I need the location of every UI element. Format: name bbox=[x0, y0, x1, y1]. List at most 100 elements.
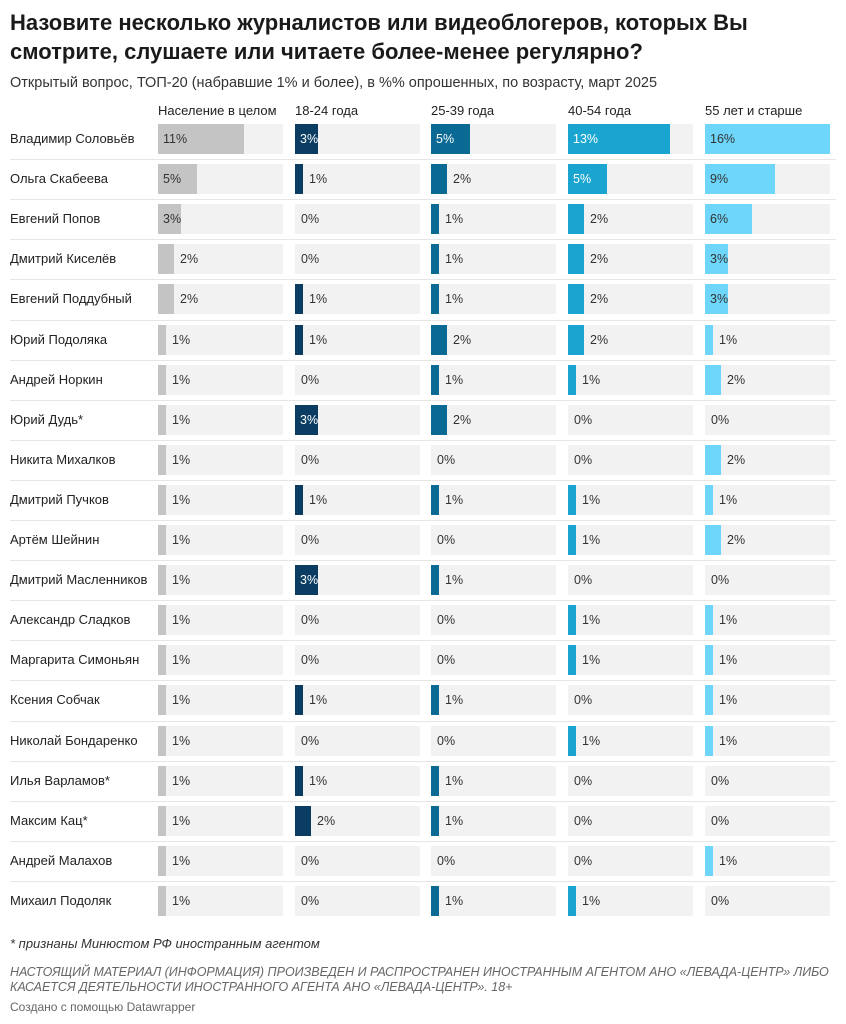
bar-track: 6% bbox=[705, 204, 830, 234]
data-label: 1% bbox=[309, 172, 328, 186]
bar bbox=[705, 124, 830, 154]
data-label: 1% bbox=[172, 774, 191, 788]
data-label: 5% bbox=[163, 172, 182, 186]
bar-track: 0% bbox=[568, 445, 693, 475]
data-label: 3% bbox=[300, 573, 319, 587]
data-label: 2% bbox=[317, 814, 336, 828]
data-label: 1% bbox=[445, 252, 464, 266]
data-label: 2% bbox=[590, 212, 609, 226]
bar bbox=[158, 325, 166, 355]
bar-track: 0% bbox=[295, 846, 420, 876]
bar-track: 1% bbox=[431, 886, 556, 916]
bar-track: 0% bbox=[705, 405, 830, 435]
bar bbox=[705, 244, 728, 274]
bar-track: 0% bbox=[295, 365, 420, 395]
bar-track: 1% bbox=[568, 886, 693, 916]
bar bbox=[568, 325, 584, 355]
bar-track: 1% bbox=[568, 645, 693, 675]
data-label: 9% bbox=[710, 172, 729, 186]
bar-track: 0% bbox=[568, 846, 693, 876]
bar-track: 2% bbox=[431, 164, 556, 194]
bar-track: 1% bbox=[431, 766, 556, 796]
bar-track: 2% bbox=[705, 445, 830, 475]
bar-track: 0% bbox=[568, 806, 693, 836]
data-label: 1% bbox=[172, 533, 191, 547]
bar-track: 2% bbox=[295, 806, 420, 836]
bar-track: 1% bbox=[158, 846, 283, 876]
row-divider bbox=[10, 721, 836, 722]
data-label: 1% bbox=[719, 493, 738, 507]
row-label: Илья Варламов* bbox=[10, 773, 110, 788]
bar-track: 1% bbox=[568, 485, 693, 515]
row-divider bbox=[10, 761, 836, 762]
bar-track: 0% bbox=[295, 645, 420, 675]
data-label: 5% bbox=[436, 132, 455, 146]
bar-track: 1% bbox=[158, 645, 283, 675]
bar bbox=[431, 565, 439, 595]
data-label: 1% bbox=[445, 212, 464, 226]
data-label: 1% bbox=[309, 774, 328, 788]
data-label: 0% bbox=[711, 814, 730, 828]
data-label: 1% bbox=[719, 734, 738, 748]
bar bbox=[158, 244, 174, 274]
bar-track: 5% bbox=[431, 124, 556, 154]
column-header: 40-54 года bbox=[568, 103, 632, 118]
data-label: 2% bbox=[453, 172, 472, 186]
bar bbox=[158, 525, 166, 555]
bar-track: 1% bbox=[295, 284, 420, 314]
row-divider bbox=[10, 520, 836, 521]
data-label: 2% bbox=[727, 533, 746, 547]
bar-track: 1% bbox=[431, 284, 556, 314]
bar-track: 1% bbox=[158, 886, 283, 916]
row-divider bbox=[10, 279, 836, 280]
bar-track: 1% bbox=[158, 726, 283, 756]
bar-track: 0% bbox=[295, 445, 420, 475]
data-label: 0% bbox=[437, 734, 456, 748]
bar-track: 2% bbox=[568, 204, 693, 234]
bar bbox=[568, 525, 576, 555]
bar bbox=[705, 445, 721, 475]
data-label: 0% bbox=[301, 212, 320, 226]
data-label: 0% bbox=[574, 573, 593, 587]
data-label: 1% bbox=[172, 854, 191, 868]
bar-track: 1% bbox=[431, 365, 556, 395]
bar bbox=[295, 405, 318, 435]
data-label: 5% bbox=[573, 172, 592, 186]
bar bbox=[158, 284, 174, 314]
data-label: 1% bbox=[309, 333, 328, 347]
row-divider bbox=[10, 159, 836, 160]
bar-track: 0% bbox=[568, 565, 693, 595]
column-header: 55 лет и старше bbox=[705, 103, 803, 118]
bar bbox=[705, 605, 713, 635]
bar-track: 1% bbox=[705, 485, 830, 515]
column-header: Население в целом bbox=[158, 103, 277, 118]
foreign-agent-footnote: * признаны Минюстом РФ иностранным агент… bbox=[10, 936, 320, 951]
row-divider bbox=[10, 480, 836, 481]
row-label: Николай Бондаренко bbox=[10, 733, 138, 748]
data-label: 1% bbox=[582, 613, 601, 627]
row-label: Дмитрий Пучков bbox=[10, 492, 109, 507]
bar bbox=[568, 485, 576, 515]
data-label: 2% bbox=[727, 373, 746, 387]
data-label: 1% bbox=[719, 693, 738, 707]
row-divider bbox=[10, 600, 836, 601]
bar-track: 1% bbox=[431, 685, 556, 715]
bar bbox=[705, 846, 713, 876]
data-label: 3% bbox=[710, 252, 729, 266]
bar-track: 1% bbox=[158, 445, 283, 475]
bar-track: 1% bbox=[158, 685, 283, 715]
bar-track: 0% bbox=[705, 886, 830, 916]
bar-track: 1% bbox=[158, 325, 283, 355]
bar-track: 0% bbox=[295, 726, 420, 756]
row-divider bbox=[10, 640, 836, 641]
row-label: Евгений Попов bbox=[10, 211, 101, 226]
bar bbox=[705, 365, 721, 395]
bar-track: 11% bbox=[158, 124, 283, 154]
row-label: Александр Сладков bbox=[10, 612, 131, 627]
bar bbox=[568, 886, 576, 916]
column-header: 25-39 года bbox=[431, 103, 495, 118]
bar bbox=[431, 685, 439, 715]
bar bbox=[431, 886, 439, 916]
bar-track: 0% bbox=[431, 525, 556, 555]
chart-title: Назовите несколько журналистов или видео… bbox=[10, 10, 748, 64]
